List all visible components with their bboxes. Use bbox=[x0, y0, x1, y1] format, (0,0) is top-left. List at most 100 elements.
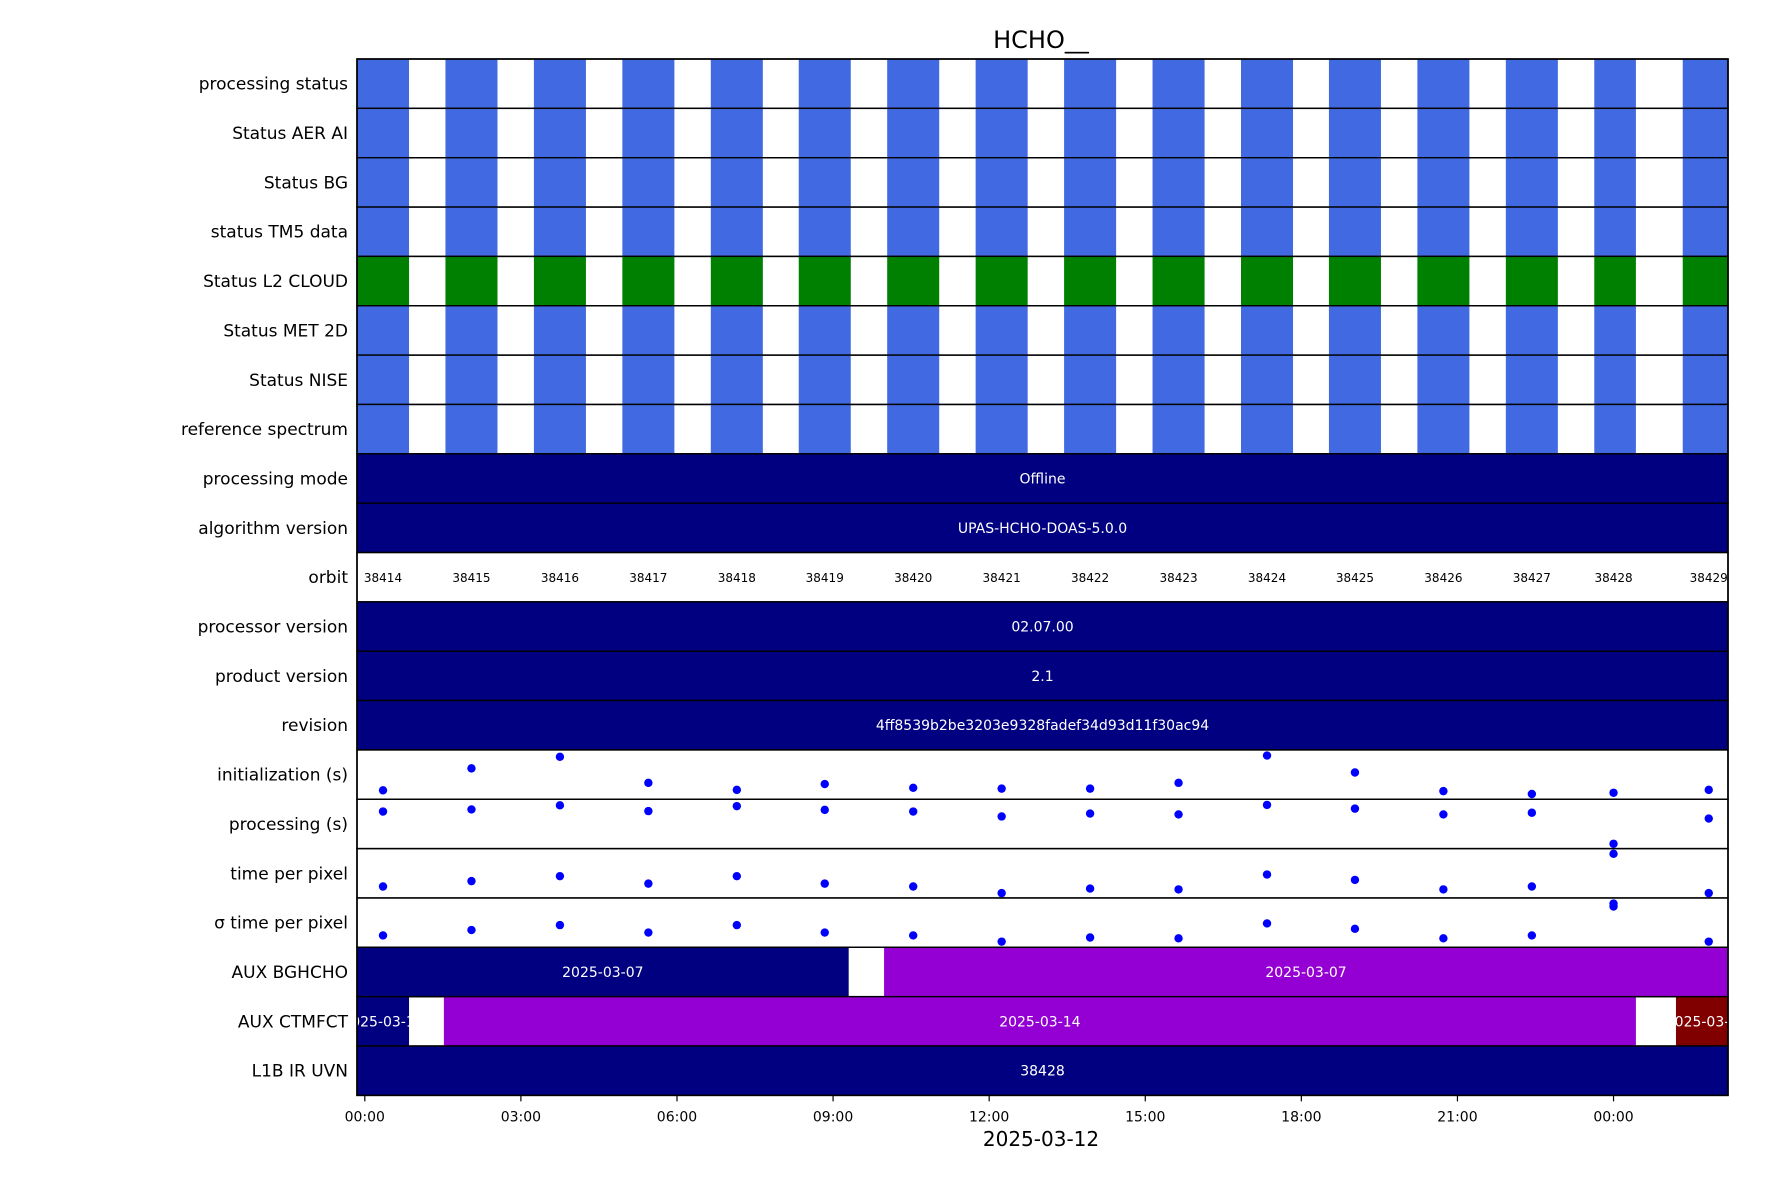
status-block bbox=[975, 404, 1028, 454]
plot-frame bbox=[356, 58, 1729, 1097]
status-block bbox=[445, 59, 498, 109]
x-tick-label: 06:00 bbox=[657, 1109, 697, 1125]
status-block bbox=[1240, 108, 1294, 158]
x-axis-label: 2025-03-12 bbox=[983, 1127, 1099, 1151]
orbit-number: 38422 bbox=[1071, 571, 1109, 585]
data-point bbox=[1350, 768, 1360, 777]
row-reference-spectrum bbox=[356, 403, 1729, 455]
row-label-aux-bghcho: AUX BGHCHO bbox=[232, 963, 348, 983]
row-processing-mode: Offline bbox=[356, 453, 1729, 504]
row-label-status-met-2d: Status MET 2D bbox=[223, 321, 348, 341]
status-block bbox=[798, 207, 851, 257]
status-block bbox=[357, 355, 410, 405]
data-point bbox=[378, 807, 388, 816]
data-point bbox=[1262, 751, 1272, 760]
status-block bbox=[1682, 404, 1728, 454]
status-block bbox=[1152, 207, 1205, 257]
data-point bbox=[909, 882, 918, 891]
status-block bbox=[445, 256, 498, 306]
status-block bbox=[533, 404, 586, 454]
orbit-number: 38426 bbox=[1424, 571, 1462, 585]
x-tick-label: 00:00 bbox=[345, 1109, 385, 1125]
row-label-product-version: product version bbox=[215, 667, 348, 687]
status-block bbox=[1240, 157, 1294, 208]
status-block bbox=[1505, 256, 1558, 306]
status-block bbox=[1417, 207, 1470, 257]
data-point bbox=[1262, 919, 1272, 928]
status-block bbox=[710, 256, 763, 306]
status-block bbox=[798, 355, 851, 405]
row-labels: processing status Status AER AI Status BG s… bbox=[181, 75, 349, 1082]
status-block bbox=[1064, 207, 1117, 257]
status-block bbox=[533, 108, 586, 158]
status-block bbox=[357, 404, 410, 454]
row-label-initialization-s: initialization (s) bbox=[217, 766, 348, 786]
status-block bbox=[1152, 404, 1205, 454]
row-label-time-per-pixel: time per pixel bbox=[230, 864, 348, 884]
status-block bbox=[798, 108, 851, 158]
status-block bbox=[1682, 355, 1728, 405]
data-point bbox=[732, 920, 742, 930]
data-point bbox=[732, 801, 742, 811]
data-point bbox=[1609, 839, 1618, 848]
band-segment bbox=[357, 453, 1728, 504]
status-block bbox=[1064, 108, 1117, 158]
orbit-number: 38428 bbox=[1594, 571, 1632, 585]
data-point bbox=[555, 801, 565, 810]
chart-title: HCHO__ bbox=[993, 26, 1090, 54]
status-block bbox=[622, 256, 675, 306]
row-revision: 4ff8539b2be3203e9328fadef34d93d11f30ac94 bbox=[356, 699, 1729, 751]
band-label: 02.07.00 bbox=[1011, 620, 1073, 636]
row-algorithm-version: UPAS-HCHO-DOAS-5.0.0 bbox=[356, 502, 1729, 554]
band-segment bbox=[443, 996, 1636, 1046]
status-block bbox=[1417, 108, 1470, 158]
row-label-aux-ctmfct: AUX CTMFCT bbox=[238, 1012, 349, 1032]
status-block bbox=[887, 207, 940, 257]
row-label-status-bg: Status BG bbox=[264, 173, 348, 193]
orbit-number: 38423 bbox=[1159, 571, 1197, 585]
orbit-number: 38414 bbox=[364, 571, 402, 585]
status-block bbox=[1594, 59, 1636, 109]
status-block bbox=[1417, 157, 1470, 208]
status-block bbox=[1505, 157, 1558, 208]
band-label: UPAS-HCHO-DOAS-5.0.0 bbox=[958, 521, 1127, 537]
status-block bbox=[445, 404, 498, 454]
status-block bbox=[357, 157, 410, 208]
data-point bbox=[1704, 785, 1713, 795]
row-orbit: 38414 38415 38416 38417 38418 38419 38420 38421… bbox=[356, 551, 1729, 603]
data-point bbox=[555, 752, 565, 761]
row-label-reference-spectrum: reference spectrum bbox=[181, 420, 348, 440]
status-block bbox=[1152, 305, 1205, 356]
status-block bbox=[1152, 157, 1205, 208]
row-status-nise bbox=[356, 354, 1729, 406]
band-segment bbox=[357, 947, 849, 997]
data-point bbox=[1174, 810, 1183, 819]
status-block bbox=[1594, 108, 1636, 158]
status-block bbox=[1328, 59, 1381, 109]
row-status-l2-cloud bbox=[356, 255, 1729, 307]
row-aux-bghcho: 2025-03-07 2025-03-07 bbox=[356, 946, 1729, 998]
status-block bbox=[798, 256, 851, 306]
status-block bbox=[533, 305, 586, 356]
status-block bbox=[710, 355, 763, 405]
data-point bbox=[1609, 899, 1618, 908]
status-block bbox=[445, 305, 498, 356]
data-point bbox=[1085, 784, 1095, 793]
x-tick-label: 21:00 bbox=[1437, 1109, 1477, 1125]
status-block bbox=[1682, 207, 1728, 257]
status-block bbox=[1064, 157, 1117, 208]
data-point bbox=[1350, 924, 1360, 934]
status-block bbox=[1594, 207, 1636, 257]
data-point bbox=[1704, 814, 1713, 823]
x-tick-label: 03:00 bbox=[501, 1109, 541, 1125]
status-block bbox=[1417, 59, 1470, 109]
data-point bbox=[644, 928, 653, 937]
status-block bbox=[622, 108, 675, 158]
status-block bbox=[1328, 305, 1381, 356]
data-point bbox=[820, 779, 829, 789]
data-point bbox=[1174, 934, 1183, 943]
status-block bbox=[975, 207, 1028, 257]
status-block bbox=[1328, 207, 1381, 257]
status-block bbox=[622, 305, 675, 356]
